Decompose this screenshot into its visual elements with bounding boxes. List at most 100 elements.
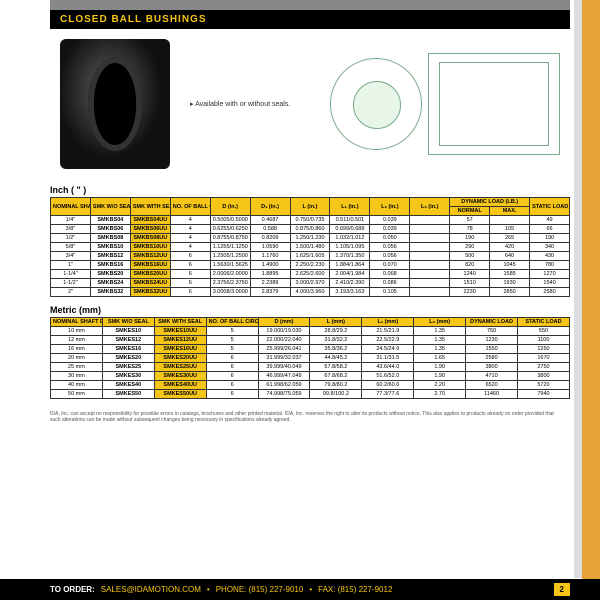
- cell: 2750: [518, 363, 570, 372]
- th: DYNAMIC LOAD (LB.): [450, 198, 530, 207]
- table-row: 3/4"SMKBS12SMKBS12UU61.2505/1.25001.1760…: [51, 252, 570, 261]
- footer-label: TO ORDER:: [50, 585, 95, 594]
- cell: 190: [530, 234, 570, 243]
- cell: 66: [530, 225, 570, 234]
- cell: SMKBS06: [90, 225, 130, 234]
- table-row: 20 mmSMKES20SMKES20UU631.999/32.03744.8/…: [51, 354, 570, 363]
- cell: 6: [206, 372, 258, 381]
- inch-section-label: Inch ( " ): [50, 185, 600, 195]
- cell: SMKBS10: [90, 243, 130, 252]
- cell: 4: [170, 243, 210, 252]
- cell: 2230: [450, 288, 490, 297]
- cell: 6: [170, 270, 210, 279]
- cell: SMKES20UU: [154, 354, 206, 363]
- cell: 0.050: [370, 234, 410, 243]
- cell: 4: [170, 225, 210, 234]
- cell: SMKES40: [102, 381, 154, 390]
- th: L₃ (in.): [410, 198, 450, 216]
- cell: 5: [206, 327, 258, 336]
- cell: 2.70: [414, 390, 466, 399]
- diagram-front-icon: [330, 58, 422, 150]
- cell: 1.370/1.350: [330, 252, 370, 261]
- cell: 190: [450, 234, 490, 243]
- th: NOMINAL SHAFT DIA.: [51, 318, 103, 327]
- cell: 1.4900: [250, 261, 290, 270]
- cell: 3.0008/3.0000: [210, 288, 250, 297]
- cell: 57: [450, 216, 490, 225]
- cell: 1/4": [51, 216, 91, 225]
- cell: 4: [170, 216, 210, 225]
- cell: 550: [518, 327, 570, 336]
- th: SMK WITH SEAL: [130, 198, 170, 216]
- cell: 22.000/22.040: [258, 336, 310, 345]
- th: L₁ (mm): [362, 318, 414, 327]
- cell: 3.000/2.970: [290, 279, 330, 288]
- cell: 10 mm: [51, 327, 103, 336]
- th: SMK WITH SEAL: [154, 318, 206, 327]
- cell: 1240: [450, 270, 490, 279]
- table-row: 12 mmSMKES12SMKES12UU522.000/22.04031.8/…: [51, 336, 570, 345]
- cell: 0.068: [370, 270, 410, 279]
- cell: SMKES16: [102, 345, 154, 354]
- cell: [410, 234, 450, 243]
- cell: 39.999/40.049: [258, 363, 310, 372]
- cell: 1.0590: [250, 243, 290, 252]
- page-title: CLOSED BALL BUSHINGS: [50, 10, 570, 29]
- cell: SMKES12UU: [154, 336, 206, 345]
- cell: [410, 243, 450, 252]
- cell: 4710: [466, 372, 518, 381]
- cell: 50 mm: [51, 390, 103, 399]
- cell: 1670: [518, 354, 570, 363]
- cell: SMKES10UU: [154, 327, 206, 336]
- cell: 1.625/1.605: [290, 252, 330, 261]
- cell: 290: [450, 243, 490, 252]
- cell: SMKES50: [102, 390, 154, 399]
- cell: 430: [530, 252, 570, 261]
- cell: 0.6255/0.6250: [210, 225, 250, 234]
- cell: 1.1760: [250, 252, 290, 261]
- table-row: 1-1/4"SMKBS20SMKBS20UU62.0006/2.00001.88…: [51, 270, 570, 279]
- cell: 0.511/0.501: [330, 216, 370, 225]
- cell: SMKBS16UU: [130, 261, 170, 270]
- cell: 0.588: [250, 225, 290, 234]
- cell: 46.999/47.049: [258, 372, 310, 381]
- cell: 3/8": [51, 225, 91, 234]
- th: STATIC LOAD (lb.): [530, 198, 570, 216]
- cell: [490, 216, 530, 225]
- cell: 1.65: [414, 354, 466, 363]
- footer-email: SALES@IDAMOTION.COM: [101, 585, 201, 594]
- cell: 0.070: [370, 261, 410, 270]
- th: NORMAL: [450, 207, 490, 216]
- cell: [410, 279, 450, 288]
- cell: 0.056: [370, 252, 410, 261]
- cell: 31.999/32.037: [258, 354, 310, 363]
- table-row: 10 mmSMKES10SMKES10UU519.000/19.03028.8/…: [51, 327, 570, 336]
- th: L (in.): [290, 198, 330, 216]
- cell: 6: [206, 363, 258, 372]
- cell: 11460: [466, 390, 518, 399]
- cell: 1550: [466, 345, 518, 354]
- cell: SMKES16UU: [154, 345, 206, 354]
- cell: SMKBS08: [90, 234, 130, 243]
- table-row: 16 mmSMKES16SMKES16UU525.999/26.04135.8/…: [51, 345, 570, 354]
- cell: 0.750/0.735: [290, 216, 330, 225]
- table-row: 1"SMKBS16SMKBS16UU61.5630/1.56251.49002.…: [51, 261, 570, 270]
- figure-row: ▸ Available with or without seals.: [0, 29, 600, 179]
- cell: 2.004/1.984: [330, 270, 370, 279]
- footer-fax: FAX: (815) 227-9012: [318, 585, 392, 594]
- cell: 1930: [490, 279, 530, 288]
- th: DYNAMIC LOAD: [466, 318, 518, 327]
- disclaimer: IDA, Inc. can accept no responsibility f…: [50, 411, 560, 423]
- cell: 0.5005/0.5000: [210, 216, 250, 225]
- cell: 1/2": [51, 234, 91, 243]
- cell: 0.039: [370, 216, 410, 225]
- availability-note: ▸ Available with or without seals.: [190, 100, 290, 108]
- cell: 0.056: [370, 243, 410, 252]
- cell: [410, 261, 450, 270]
- cell: 3800: [518, 372, 570, 381]
- cell: 1250: [518, 345, 570, 354]
- cell: 2.625/2.600: [290, 270, 330, 279]
- cell: 1-1/4": [51, 270, 91, 279]
- cell: SMKBS20UU: [130, 270, 170, 279]
- cell: 6: [206, 390, 258, 399]
